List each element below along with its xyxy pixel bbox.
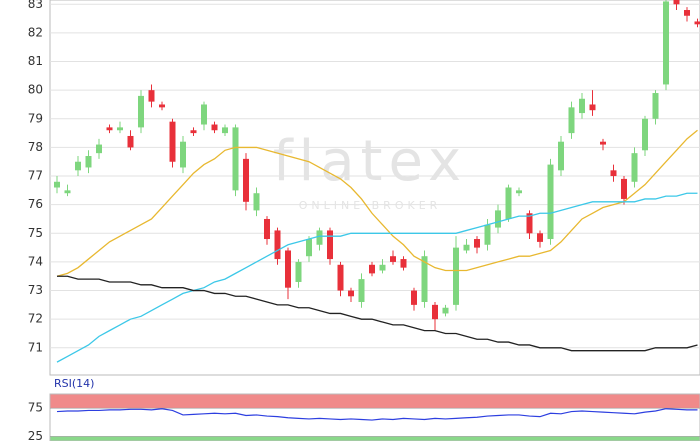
candle-body [400,259,407,268]
watermark-tagline: ONLINE BROKER [299,199,442,212]
candle-body [159,104,165,108]
candle-body [138,95,144,128]
candle-body [264,218,270,240]
candle-body [201,104,207,125]
candle-body [694,21,700,25]
candle-body [169,121,176,162]
candle-body [526,213,533,234]
candle-body [243,158,249,202]
y-tick-label: 76 [28,197,43,211]
moving-average [56,192,698,363]
candle-body [337,264,344,291]
candle-body [621,178,627,199]
candle-body [474,239,480,248]
upper-band [50,394,700,409]
y-tick-label: 75 [28,226,43,240]
y-tick-label: 77 [28,169,43,183]
candle-body [211,124,218,131]
candle-body [684,10,690,16]
candle-body [85,156,92,168]
moving-average [57,275,698,352]
candle-body [589,104,596,111]
candle-body [180,141,186,168]
candle-body [222,127,228,134]
rsi-tick-label: 25 [28,429,43,441]
moving-average [56,129,698,277]
y-tick-label: 71 [28,340,43,354]
candle-body [327,230,333,260]
candle-body [453,247,459,305]
rsi-line [56,408,698,421]
candle-body [75,161,81,171]
candle-body [610,170,617,177]
candle-body [390,256,396,262]
candle-body [484,224,491,245]
rsi-frame [49,393,700,441]
watermark-logo: flatex [273,129,467,194]
rsi-tick-label: 75 [28,401,43,415]
candle-body [547,164,554,240]
candle-body [642,118,648,151]
y-tick-label: 72 [28,312,43,326]
lower-band [50,436,700,441]
candle-body [600,141,606,145]
candle-body [663,1,669,85]
candle-body [316,230,323,245]
candle-body [306,239,312,257]
candle-body [117,127,123,131]
y-tick-label: 82 [28,25,43,39]
candle-body [190,130,197,134]
candle-body [232,127,239,191]
rsi-title: RSI(14) [54,377,94,390]
candle-body [358,279,365,303]
plot-frame [49,0,700,376]
candle-body [127,135,134,148]
y-tick-label: 81 [28,54,43,68]
candle-body [253,193,260,211]
candle-body [54,181,60,188]
candle-body [64,190,71,194]
y-tick-label: 80 [28,83,43,97]
candle-body [369,264,375,274]
candle-body [274,230,281,260]
candle-body [579,98,585,114]
candle-body [673,0,680,5]
candle-body [285,250,291,288]
candle-body [432,304,438,320]
candle-body [505,187,512,219]
candle-body [631,153,638,182]
candle-body [96,144,102,154]
candle-body [537,233,543,242]
candle-body [516,190,522,194]
candle-body [558,141,564,171]
candle-body [348,290,354,297]
candle-body [411,290,417,305]
y-tick-label: 74 [28,254,43,268]
candle-body [106,127,113,131]
candle-body [652,93,659,119]
y-tick-label: 79 [28,111,43,125]
candle-body [463,244,470,251]
candle-body [148,90,155,102]
candle-body [568,107,575,134]
candle-body [421,256,428,303]
candle-body [442,307,449,314]
y-tick-label: 73 [28,283,43,297]
y-tick-label: 78 [28,140,43,154]
candle-body [379,264,386,271]
candle-body [295,261,302,282]
y-tick-label: 83 [28,0,43,11]
candle-body [495,210,501,228]
